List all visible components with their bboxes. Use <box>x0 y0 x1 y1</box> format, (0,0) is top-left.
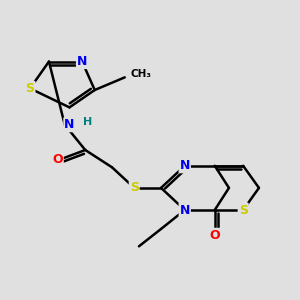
Text: O: O <box>52 153 63 166</box>
Text: N: N <box>77 55 87 68</box>
Text: H: H <box>83 117 92 127</box>
Text: CH₃: CH₃ <box>130 69 152 79</box>
Text: O: O <box>209 229 220 242</box>
Text: S: S <box>239 203 248 217</box>
Text: N: N <box>179 159 190 172</box>
Text: S: S <box>26 82 34 95</box>
Text: N: N <box>179 203 190 217</box>
Text: S: S <box>130 182 139 194</box>
Text: N: N <box>64 118 75 131</box>
